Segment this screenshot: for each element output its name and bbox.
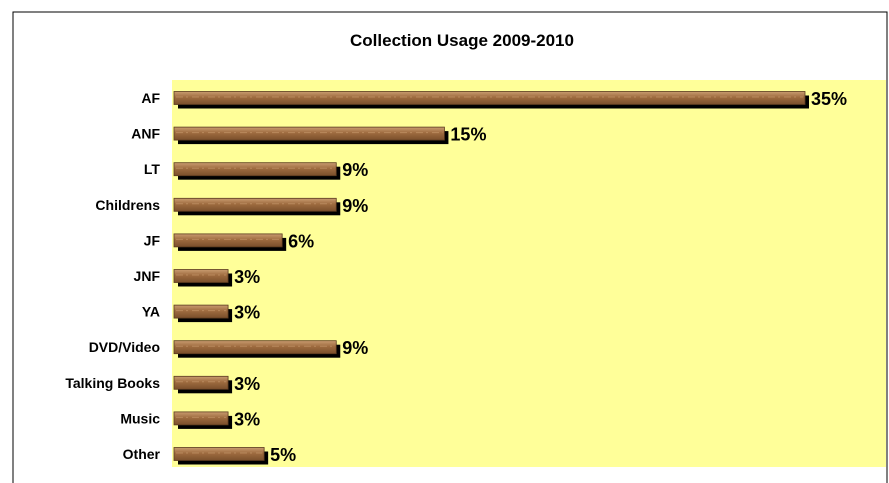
value-label: 35% — [811, 89, 847, 109]
category-label: JF — [144, 232, 161, 248]
bar — [173, 269, 229, 283]
bar — [173, 304, 229, 319]
bar — [173, 375, 229, 390]
category-label: JNF — [134, 268, 161, 284]
value-label: 3% — [234, 409, 260, 429]
value-label: 3% — [234, 303, 260, 323]
bar — [173, 411, 229, 426]
value-label: 3% — [234, 374, 260, 394]
category-label: AF — [141, 90, 160, 106]
category-label: YA — [142, 304, 160, 320]
value-label: 9% — [342, 338, 368, 358]
bar — [173, 447, 265, 461]
value-label: 9% — [342, 196, 368, 216]
bars — [173, 91, 809, 465]
bar — [173, 162, 337, 177]
bar — [173, 126, 445, 141]
category-labels: AF ANF LT Childrens JF JNF YA DVD/Video Talking … — [65, 90, 160, 462]
value-label: 9% — [342, 160, 368, 180]
bar — [173, 197, 337, 212]
category-label: Other — [123, 446, 161, 462]
category-label: Childrens — [95, 197, 160, 213]
bar — [173, 91, 806, 105]
value-label: 5% — [270, 445, 296, 465]
category-label: LT — [144, 161, 161, 177]
bar — [173, 233, 283, 248]
bar — [173, 340, 337, 355]
plot-area — [172, 80, 886, 467]
category-label: Music — [120, 410, 160, 426]
value-label: 15% — [450, 125, 486, 145]
category-label: ANF — [131, 126, 160, 142]
value-labels: 35% 15% 9% 9% 6% 3% 3% 9% 3% 3% 5% — [234, 89, 847, 465]
category-label: Talking Books — [65, 375, 160, 391]
value-label: 3% — [234, 267, 260, 287]
chart-title: Collection Usage 2009-2010 — [350, 31, 574, 50]
value-label: 6% — [288, 231, 314, 251]
category-label: DVD/Video — [89, 339, 160, 355]
